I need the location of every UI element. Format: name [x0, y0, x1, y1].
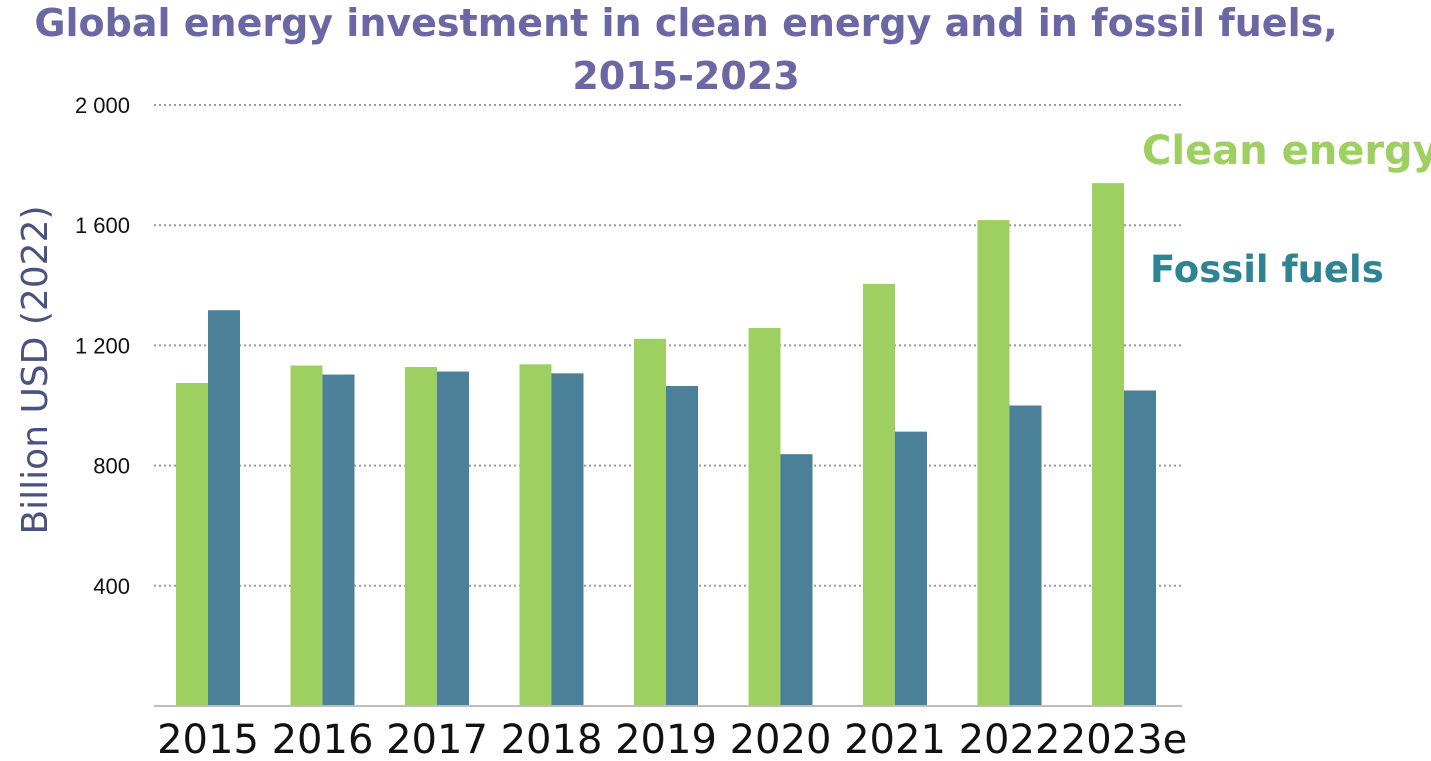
bar-fossil-fuels-2022: [1009, 405, 1042, 706]
bar-clean-energy-2019: [634, 338, 666, 706]
y-axis-ticks: 400 800 1 200 1 600 2 000: [75, 93, 130, 599]
bar-clean-energy-2015: [176, 382, 208, 706]
chart-title-line-2: 2015-2023: [572, 54, 799, 98]
x-tick-label-2022: 2022: [959, 717, 1061, 761]
bar-clean-energy-2016: [290, 365, 323, 706]
bars: [176, 183, 1156, 707]
bar-clean-energy-2021: [863, 283, 895, 706]
legend-clean-energy: Clean energy: [1142, 128, 1431, 174]
x-tick-label-2023e: 2023e: [1061, 717, 1187, 761]
x-tick-label-2016: 2016: [272, 717, 374, 761]
bar-fossil-fuels-2018: [551, 373, 584, 706]
x-tick-label-2018: 2018: [501, 717, 603, 761]
bar-fossil-fuels-2016: [322, 374, 355, 706]
bar-fossil-fuels-2017: [437, 371, 469, 706]
x-tick-label-2015: 2015: [157, 717, 259, 761]
bar-fossil-fuels-2019: [666, 385, 698, 706]
x-tick-label-2017: 2017: [386, 717, 488, 761]
y-tick-label-1600: 1 600: [75, 213, 130, 238]
legend-fossil-fuels: Fossil fuels: [1150, 248, 1384, 291]
y-tick-label-2000: 2 000: [75, 93, 130, 118]
y-tick-label-1200: 1 200: [75, 333, 130, 358]
x-tick-label-2020: 2020: [730, 717, 832, 761]
chart-title: Global energy investment in clean energy…: [34, 1, 1337, 98]
bar-clean-energy-2017: [405, 367, 437, 706]
legend: Clean energy Fossil fuels: [1142, 128, 1431, 291]
y-axis-label: Billion USD (2022): [15, 205, 56, 534]
bar-clean-energy-2020: [748, 327, 781, 706]
bar-clean-energy-2023e: [1092, 183, 1124, 706]
x-tick-label-2019: 2019: [615, 717, 717, 761]
bar-clean-energy-2022: [977, 220, 1010, 707]
bar-fossil-fuels-2021: [895, 431, 927, 706]
bar-fossil-fuels-2023e: [1124, 390, 1156, 706]
y-tick-label-400: 400: [93, 574, 130, 599]
x-tick-label-2021: 2021: [844, 717, 946, 761]
y-tick-label-800: 800: [93, 454, 130, 479]
chart-title-line-1: Global energy investment in clean energy…: [34, 1, 1337, 45]
bar-fossil-fuels-2020: [780, 454, 813, 706]
bar-clean-energy-2018: [519, 364, 552, 706]
x-axis-ticks: 2015 2016 2017 2018 2019 2020 2021 2022 2023e: [157, 717, 1187, 761]
bar-fossil-fuels-2015: [208, 310, 240, 706]
